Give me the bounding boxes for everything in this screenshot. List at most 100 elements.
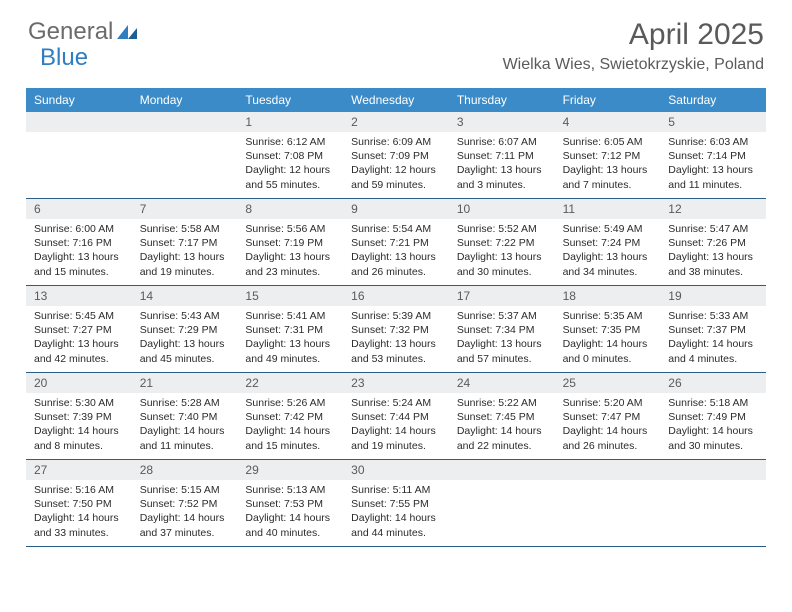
calendar-cell: 26Sunrise: 5:18 AMSunset: 7:49 PMDayligh…	[660, 373, 766, 459]
sunset-text: Sunset: 7:42 PM	[245, 410, 335, 424]
daylight-text: Daylight: 13 hours and 30 minutes.	[457, 250, 547, 278]
dow-friday: Friday	[555, 88, 661, 112]
calendar-cell: 21Sunrise: 5:28 AMSunset: 7:40 PMDayligh…	[132, 373, 238, 459]
daylight-text: Daylight: 13 hours and 49 minutes.	[245, 337, 335, 365]
calendar-cell: 7Sunrise: 5:58 AMSunset: 7:17 PMDaylight…	[132, 199, 238, 285]
calendar-cell: 22Sunrise: 5:26 AMSunset: 7:42 PMDayligh…	[237, 373, 343, 459]
sunrise-text: Sunrise: 5:30 AM	[34, 396, 124, 410]
sunrise-text: Sunrise: 5:13 AM	[245, 483, 335, 497]
day-number: 23	[343, 373, 449, 393]
daylight-text: Daylight: 13 hours and 57 minutes.	[457, 337, 547, 365]
calendar-cell: 4Sunrise: 6:05 AMSunset: 7:12 PMDaylight…	[555, 112, 661, 198]
day-number	[660, 460, 766, 480]
calendar-cell: 24Sunrise: 5:22 AMSunset: 7:45 PMDayligh…	[449, 373, 555, 459]
daylight-text: Daylight: 14 hours and 15 minutes.	[245, 424, 335, 452]
logo-word-general: General	[28, 18, 113, 46]
daylight-text: Daylight: 13 hours and 26 minutes.	[351, 250, 441, 278]
sunset-text: Sunset: 7:52 PM	[140, 497, 230, 511]
sunrise-text: Sunrise: 6:12 AM	[245, 135, 335, 149]
sunrise-text: Sunrise: 5:45 AM	[34, 309, 124, 323]
day-number: 6	[26, 199, 132, 219]
daylight-text: Daylight: 12 hours and 59 minutes.	[351, 163, 441, 191]
day-number: 5	[660, 112, 766, 132]
day-details: Sunrise: 5:43 AMSunset: 7:29 PMDaylight:…	[132, 306, 238, 372]
day-details: Sunrise: 5:56 AMSunset: 7:19 PMDaylight:…	[237, 219, 343, 285]
day-details: Sunrise: 6:00 AMSunset: 7:16 PMDaylight:…	[26, 219, 132, 285]
daylight-text: Daylight: 14 hours and 4 minutes.	[668, 337, 758, 365]
calendar-cell: 8Sunrise: 5:56 AMSunset: 7:19 PMDaylight…	[237, 199, 343, 285]
daylight-text: Daylight: 14 hours and 30 minutes.	[668, 424, 758, 452]
calendar: Sunday Monday Tuesday Wednesday Thursday…	[26, 88, 766, 547]
day-number	[26, 112, 132, 132]
day-number: 17	[449, 286, 555, 306]
dow-saturday: Saturday	[660, 88, 766, 112]
day-number: 22	[237, 373, 343, 393]
day-number: 20	[26, 373, 132, 393]
sunset-text: Sunset: 7:17 PM	[140, 236, 230, 250]
sunrise-text: Sunrise: 5:56 AM	[245, 222, 335, 236]
sunset-text: Sunset: 7:21 PM	[351, 236, 441, 250]
sunrise-text: Sunrise: 5:37 AM	[457, 309, 547, 323]
calendar-cell: 10Sunrise: 5:52 AMSunset: 7:22 PMDayligh…	[449, 199, 555, 285]
day-details: Sunrise: 5:47 AMSunset: 7:26 PMDaylight:…	[660, 219, 766, 285]
daylight-text: Daylight: 13 hours and 45 minutes.	[140, 337, 230, 365]
sunset-text: Sunset: 7:26 PM	[668, 236, 758, 250]
daylight-text: Daylight: 14 hours and 33 minutes.	[34, 511, 124, 539]
sunset-text: Sunset: 7:45 PM	[457, 410, 547, 424]
day-details: Sunrise: 5:52 AMSunset: 7:22 PMDaylight:…	[449, 219, 555, 285]
dow-tuesday: Tuesday	[237, 88, 343, 112]
calendar-cell: 2Sunrise: 6:09 AMSunset: 7:09 PMDaylight…	[343, 112, 449, 198]
sunrise-text: Sunrise: 6:05 AM	[563, 135, 653, 149]
sunrise-text: Sunrise: 6:09 AM	[351, 135, 441, 149]
sunset-text: Sunset: 7:44 PM	[351, 410, 441, 424]
sunset-text: Sunset: 7:31 PM	[245, 323, 335, 337]
sunset-text: Sunset: 7:09 PM	[351, 149, 441, 163]
calendar-cell: 15Sunrise: 5:41 AMSunset: 7:31 PMDayligh…	[237, 286, 343, 372]
daylight-text: Daylight: 13 hours and 23 minutes.	[245, 250, 335, 278]
sunset-text: Sunset: 7:35 PM	[563, 323, 653, 337]
day-details: Sunrise: 5:26 AMSunset: 7:42 PMDaylight:…	[237, 393, 343, 459]
day-number: 27	[26, 460, 132, 480]
day-details: Sunrise: 6:05 AMSunset: 7:12 PMDaylight:…	[555, 132, 661, 198]
calendar-cell: 3Sunrise: 6:07 AMSunset: 7:11 PMDaylight…	[449, 112, 555, 198]
dow-monday: Monday	[132, 88, 238, 112]
sunrise-text: Sunrise: 6:03 AM	[668, 135, 758, 149]
daylight-text: Daylight: 13 hours and 11 minutes.	[668, 163, 758, 191]
calendar-cell: 12Sunrise: 5:47 AMSunset: 7:26 PMDayligh…	[660, 199, 766, 285]
sunset-text: Sunset: 7:24 PM	[563, 236, 653, 250]
day-number: 28	[132, 460, 238, 480]
sunrise-text: Sunrise: 5:47 AM	[668, 222, 758, 236]
daylight-text: Daylight: 13 hours and 34 minutes.	[563, 250, 653, 278]
day-details: Sunrise: 5:33 AMSunset: 7:37 PMDaylight:…	[660, 306, 766, 372]
daylight-text: Daylight: 13 hours and 42 minutes.	[34, 337, 124, 365]
calendar-cell: 18Sunrise: 5:35 AMSunset: 7:35 PMDayligh…	[555, 286, 661, 372]
sunset-text: Sunset: 7:14 PM	[668, 149, 758, 163]
header: General Blue April 2025 Wielka Wies, Swi…	[0, 0, 792, 82]
sunrise-text: Sunrise: 5:16 AM	[34, 483, 124, 497]
calendar-cell: 28Sunrise: 5:15 AMSunset: 7:52 PMDayligh…	[132, 460, 238, 546]
calendar-cell: 27 Sunrise: 5:16 AMSunset: 7:50 PMDayligh…	[26, 460, 132, 546]
day-number	[449, 460, 555, 480]
sunset-text: Sunset: 7:11 PM	[457, 149, 547, 163]
sunset-text: Sunset: 7:50 PM	[34, 497, 124, 511]
sunrise-text: Sunrise: 5:26 AM	[245, 396, 335, 410]
sunrise-text: Sunrise: 5:20 AM	[563, 396, 653, 410]
day-details: Sunrise: 5:18 AMSunset: 7:49 PMDaylight:…	[660, 393, 766, 459]
sunrise-text: Sunrise: 5:18 AM	[668, 396, 758, 410]
day-number: 16	[343, 286, 449, 306]
calendar-cell	[26, 112, 132, 198]
daylight-text: Daylight: 14 hours and 22 minutes.	[457, 424, 547, 452]
day-details: Sunrise: 5:24 AMSunset: 7:44 PMDaylight:…	[343, 393, 449, 459]
day-number	[555, 460, 661, 480]
day-number: 25	[555, 373, 661, 393]
day-details: Sunrise: 5:58 AMSunset: 7:17 PMDaylight:…	[132, 219, 238, 285]
sunset-text: Sunset: 7:22 PM	[457, 236, 547, 250]
sunrise-text: Sunrise: 5:49 AM	[563, 222, 653, 236]
day-number: 12	[660, 199, 766, 219]
day-details: Sunrise: 6:03 AMSunset: 7:14 PMDaylight:…	[660, 132, 766, 198]
day-of-week-header: Sunday Monday Tuesday Wednesday Thursday…	[26, 88, 766, 112]
day-number: 21	[132, 373, 238, 393]
page-title: April 2025	[503, 18, 764, 52]
sunrise-text: Sunrise: 5:43 AM	[140, 309, 230, 323]
sunrise-text: Sunrise: 6:00 AM	[34, 222, 124, 236]
